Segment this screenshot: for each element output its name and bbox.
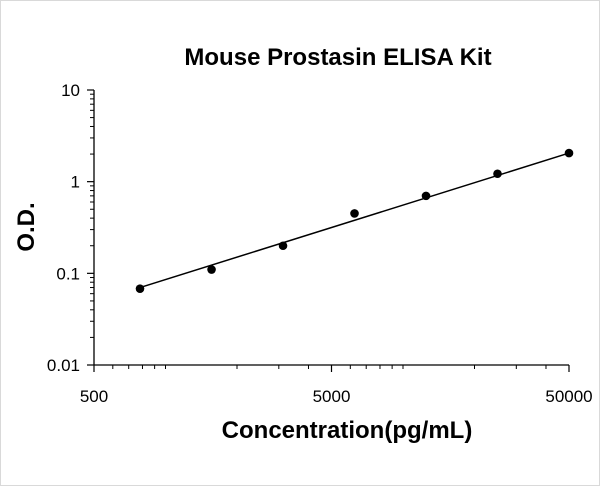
x-tick-label: 500 — [80, 387, 108, 406]
data-point — [135, 284, 145, 293]
y-axis-title: O.D. — [13, 202, 40, 251]
y-tick-label: 0.1 — [56, 264, 80, 283]
y-tick-label: 10 — [61, 81, 80, 100]
x-tick-label: 50000 — [545, 387, 592, 406]
data-point — [421, 191, 431, 201]
data-point — [564, 148, 574, 158]
data-points-layer — [135, 148, 574, 293]
y-tick-label: 1 — [71, 173, 80, 192]
y-tick-label: 0.01 — [47, 356, 80, 375]
trendline-layer — [139, 152, 570, 289]
data-point — [278, 241, 288, 251]
data-point — [350, 209, 359, 218]
data-point — [493, 169, 502, 179]
trendline — [139, 152, 570, 289]
x-tick-label: 5000 — [313, 387, 351, 406]
data-point — [207, 265, 216, 274]
chart-title: Mouse Prostasin ELISA Kit — [184, 44, 491, 71]
tick-marks — [87, 89, 570, 372]
x-axis-title: Concentration(pg/mL) — [222, 417, 473, 444]
